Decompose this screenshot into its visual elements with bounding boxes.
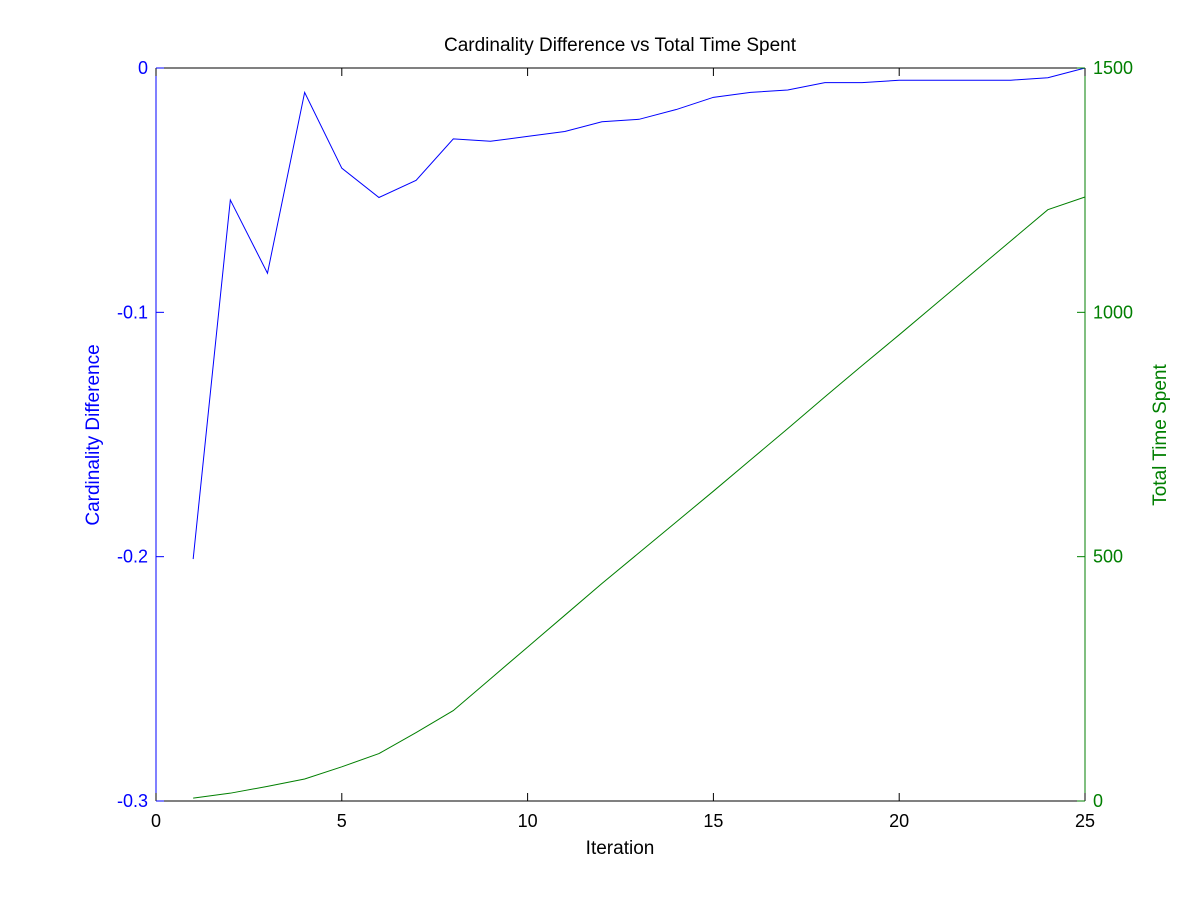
x-tick-label: 10 bbox=[518, 811, 538, 831]
right-y-tick-label: 500 bbox=[1093, 547, 1123, 567]
left-y-tick-label: -0.1 bbox=[117, 302, 148, 322]
left-y-tick-label: 0 bbox=[138, 58, 148, 78]
right-y-tick-label: 1500 bbox=[1093, 58, 1133, 78]
total-time-line bbox=[193, 196, 1086, 799]
right-y-tick-label: 1000 bbox=[1093, 302, 1133, 322]
axes bbox=[155, 67, 1086, 802]
x-tick-label: 5 bbox=[337, 811, 347, 831]
plot-area bbox=[192, 67, 1086, 799]
right-y-tick-label: 0 bbox=[1093, 791, 1103, 811]
ticks: 0 5 10 15 20 25 -0.3 -0.2 -0.1 0 0 500 1000 1500 bbox=[117, 58, 1133, 831]
left-y-tick-label: -0.2 bbox=[117, 547, 148, 567]
chart-title: Cardinality Difference vs Total Time Spe… bbox=[444, 35, 797, 56]
x-tick-label: 25 bbox=[1075, 811, 1095, 831]
x-tick-label: 20 bbox=[889, 811, 909, 831]
x-axis-title: Iteration bbox=[586, 838, 655, 859]
x-tick-label: 15 bbox=[703, 811, 723, 831]
right-y-axis-title: Total Time Spent bbox=[1150, 364, 1171, 506]
left-y-axis-title: Cardinality Difference bbox=[83, 344, 104, 525]
cardinality-difference-line bbox=[192, 67, 1086, 560]
x-tick-label: 0 bbox=[151, 811, 161, 831]
left-y-tick-label: -0.3 bbox=[117, 791, 148, 811]
